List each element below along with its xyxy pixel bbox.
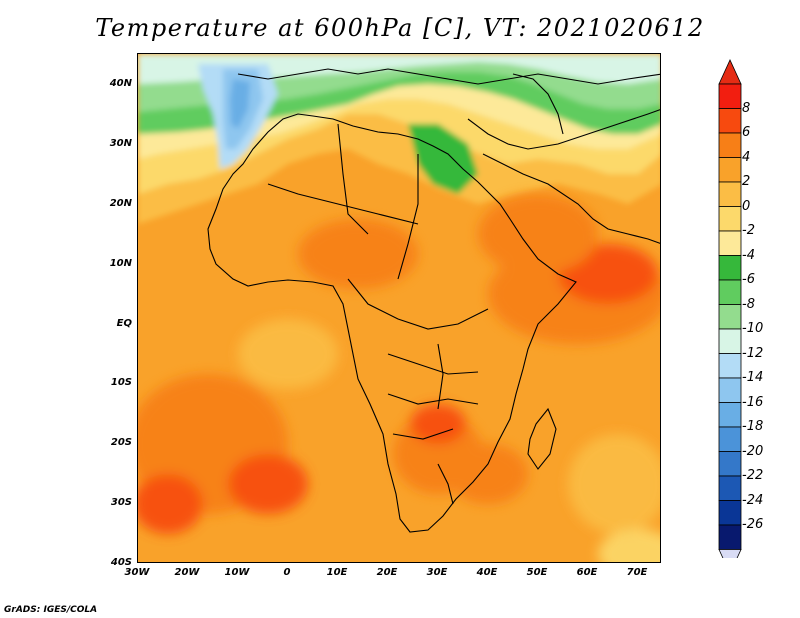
field-cool-far-se bbox=[598, 529, 660, 562]
colorbar-tick-label: 8 bbox=[742, 100, 751, 116]
field-warm-horn bbox=[478, 194, 598, 274]
colorbar-over-arrow bbox=[718, 59, 742, 85]
colorbar-tick-label: 4 bbox=[742, 149, 751, 165]
border-drc bbox=[387, 353, 479, 375]
colorbar-tick-label: -16 bbox=[742, 394, 764, 410]
colorbar-tick-label: -10 bbox=[742, 321, 764, 336]
field-warm-mozambique bbox=[448, 444, 528, 504]
colorbar-tick-label: 6 bbox=[742, 125, 751, 140]
border-egypt-libya bbox=[397, 154, 419, 280]
map-panel[interactable] bbox=[137, 53, 661, 563]
colorbar-box bbox=[718, 279, 742, 305]
colorbar-tick-label: -18 bbox=[742, 419, 764, 434]
border-south-africa bbox=[437, 463, 454, 505]
colorbar-box bbox=[718, 83, 742, 109]
border-sahel bbox=[267, 183, 419, 225]
lon-label-40e: 40E bbox=[476, 567, 498, 578]
arabian-coastline bbox=[482, 153, 660, 244]
field-cooler-gulf-guinea bbox=[238, 319, 338, 389]
mediterranean-outline bbox=[237, 68, 660, 85]
colorbar-box bbox=[718, 328, 742, 354]
colorbar-box bbox=[718, 500, 742, 526]
coastlines bbox=[207, 68, 660, 533]
lon-label-20e: 20E bbox=[376, 567, 398, 578]
chart-title: Temperature at 600hPa [C], VT: 202102061… bbox=[95, 14, 705, 42]
lat-label-40s: 40S bbox=[110, 557, 132, 568]
temperature-field bbox=[138, 54, 660, 562]
colorbar-under-arrow bbox=[718, 549, 742, 558]
grads-credit: GrADS: IGES/COLA bbox=[4, 605, 98, 615]
field-hot-sw-atlantic bbox=[228, 454, 308, 514]
colorbar-box bbox=[718, 475, 742, 501]
lat-label-30n: 30N bbox=[109, 138, 132, 149]
lat-label-20n: 20N bbox=[109, 198, 132, 209]
border-algeria bbox=[337, 123, 369, 235]
colorbar-box bbox=[718, 451, 742, 477]
colorbar-boxes bbox=[718, 59, 742, 558]
colorbar-box bbox=[718, 402, 742, 428]
lat-label-30s: 30S bbox=[110, 497, 132, 508]
colorbar-tick-label: -24 bbox=[742, 492, 764, 508]
border-central bbox=[347, 278, 489, 330]
lon-label-30w: 30W bbox=[124, 567, 150, 578]
colorbar-box bbox=[718, 353, 742, 379]
lat-label-eq: EQ bbox=[116, 318, 132, 329]
colorbar-box bbox=[718, 377, 742, 403]
lat-label-10s: 10S bbox=[110, 377, 132, 388]
lat-label-40n: 40N bbox=[109, 78, 132, 89]
colorbar bbox=[718, 59, 742, 558]
field-band-blue-dark bbox=[230, 79, 250, 129]
colorbar-tick-label: 2 bbox=[742, 174, 751, 189]
middle-east-outline bbox=[467, 109, 660, 150]
border-angola-zambia bbox=[387, 393, 479, 405]
colorbar-box bbox=[718, 230, 742, 256]
colorbar-tick-label: -2 bbox=[742, 223, 755, 238]
colorbar-tick-label: -20 bbox=[742, 443, 764, 459]
lat-label-10n: 10N bbox=[109, 258, 132, 269]
colorbar-tick-label: -8 bbox=[742, 296, 755, 312]
colorbar-box bbox=[718, 524, 742, 550]
field-warm-sahel bbox=[298, 219, 418, 289]
lon-label-0: 0 bbox=[283, 567, 291, 578]
africa-coastline bbox=[207, 113, 577, 533]
madagascar-coastline bbox=[527, 407, 557, 470]
lon-label-60e: 60E bbox=[576, 567, 598, 578]
colorbar-box bbox=[718, 157, 742, 183]
colorbar-box bbox=[718, 426, 742, 452]
colorbar-tick-label: -4 bbox=[742, 247, 755, 263]
colorbar-box bbox=[718, 181, 742, 207]
field-hot-far-sw bbox=[138, 474, 203, 534]
lon-label-10e: 10E bbox=[326, 567, 348, 578]
anatolia-outline bbox=[512, 73, 564, 135]
lon-label-20w: 20W bbox=[174, 567, 200, 578]
colorbar-box bbox=[718, 206, 742, 232]
temperature-field-map bbox=[138, 54, 660, 562]
colorbar-box bbox=[718, 108, 742, 134]
colorbar-box bbox=[718, 132, 742, 158]
lon-label-30e: 30E bbox=[426, 567, 448, 578]
colorbar-box bbox=[718, 304, 742, 330]
colorbar-tick-label: -14 bbox=[742, 370, 764, 385]
lon-label-10w: 10W bbox=[224, 567, 250, 578]
colorbar-tick-label: -12 bbox=[742, 345, 764, 361]
colorbar-tick-label: 0 bbox=[742, 198, 751, 214]
lon-label-70e: 70E bbox=[626, 567, 648, 578]
rift-lakes bbox=[437, 343, 444, 410]
lat-label-20s: 20S bbox=[110, 437, 132, 448]
colorbar-tick-label: -22 bbox=[742, 468, 764, 483]
field-hot-zambia bbox=[410, 404, 466, 444]
colorbar-box bbox=[718, 255, 742, 281]
lon-label-50e: 50E bbox=[526, 567, 548, 578]
border-namibia-botswana bbox=[392, 428, 454, 440]
colorbar-tick-label: -6 bbox=[742, 272, 755, 287]
colorbar-tick-label: -26 bbox=[742, 517, 764, 532]
field-cooler-south-indian bbox=[568, 434, 660, 534]
field-band-green-east bbox=[408, 124, 478, 194]
